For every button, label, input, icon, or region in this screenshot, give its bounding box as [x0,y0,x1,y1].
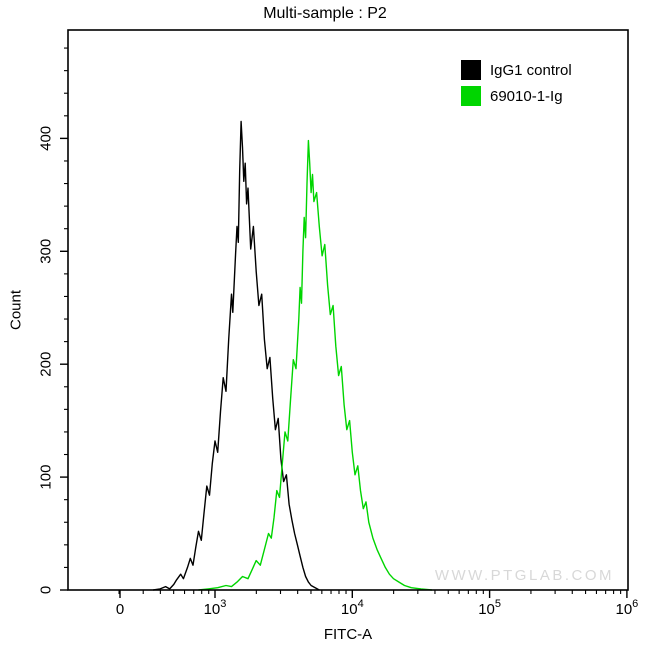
axis-tick-labels: 0 100 200 300 400 0 103 104 105 106 [38,126,639,618]
legend-item-69010-1-ig: 69010-1-Ig [461,86,572,106]
legend-label-69010-1-ig: 69010-1-Ig [490,87,563,105]
y-axis-label: Count [7,289,25,331]
x-tick-label: 105 [478,598,501,618]
x-tick-label: 106 [615,598,638,618]
x-tick-label: 103 [204,598,227,618]
x-axis-label: FITC-A [323,626,373,643]
watermark: WWW.PTGLAB.COM [434,567,614,584]
y-tick-label: 400 [38,126,55,151]
legend: IgG1 control 69010-1-Ig [461,60,572,106]
legend-swatch-69010-1-ig [461,86,481,106]
plot-border [67,29,629,591]
x-tick-label: 104 [341,598,364,618]
y-tick-label: 200 [38,352,55,377]
histogram-curve-igg1-control [153,120,320,591]
legend-swatch-igg1-control [461,60,481,80]
legend-item-igg1-control: IgG1 control [461,60,572,80]
histogram-curves [153,120,432,591]
y-tick-label: 300 [38,239,55,264]
axis-ticks [60,47,628,598]
plot-title: Multi-sample : P2 [263,5,387,22]
x-tick-label: 0 [116,601,124,618]
legend-label-igg1-control: IgG1 control [490,61,572,79]
y-tick-label: 100 [38,465,55,490]
y-tick-label: 0 [38,586,55,594]
histogram-curve-69010-1-ig [198,139,432,591]
